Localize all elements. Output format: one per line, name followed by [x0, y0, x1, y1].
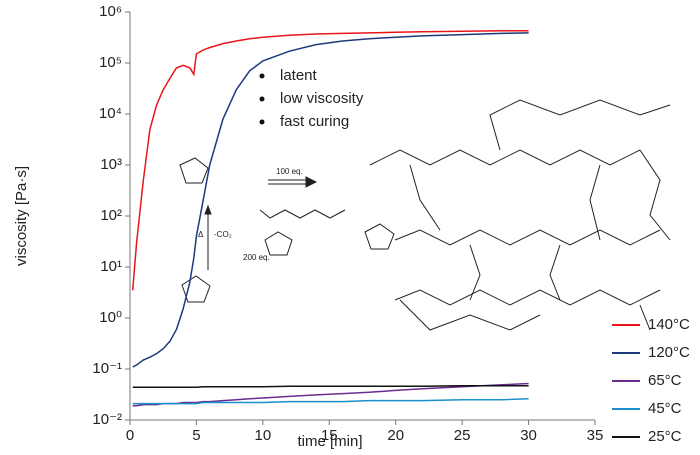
y-tick-label: 10³: [100, 156, 122, 173]
x-tick-label: 10: [255, 427, 272, 444]
x-tick-label: 30: [520, 427, 537, 444]
y-tick-label: 10⁵: [99, 54, 122, 71]
scheme-label: Δ: [198, 230, 204, 239]
x-tick-label: 15: [321, 427, 338, 444]
legend-label: 65°C: [648, 372, 682, 389]
y-tick-label: 10²: [100, 207, 122, 224]
x-tick-label: 25: [454, 427, 471, 444]
y-tick-label: 10⁻²: [92, 411, 122, 428]
y-tick-label: 10⁰: [99, 309, 122, 326]
x-tick-label: 5: [192, 427, 200, 444]
x-tick-label: 0: [126, 427, 134, 444]
y-tick-label: 10⁻¹: [92, 360, 122, 377]
y-axis-label: viscosity [Pa·s]: [13, 166, 30, 266]
x-tick-label: 20: [387, 427, 404, 444]
legend-label: 140°C: [648, 316, 690, 333]
legend-label: 45°C: [648, 400, 682, 417]
y-tick-label: 10⁶: [99, 3, 122, 20]
chemical-scheme: [179, 99, 671, 331]
data-line: [131, 29, 529, 291]
x-axis-label: time [min]: [297, 433, 362, 450]
scheme-label: -CO₂: [214, 230, 232, 239]
x-tick-label: 35: [587, 427, 604, 444]
legend-label: 120°C: [648, 344, 690, 361]
y-tick-label: 10⁴: [99, 105, 122, 122]
y-tick-label: 10¹: [100, 258, 122, 275]
annotation: low viscosity: [280, 90, 364, 107]
data-line: [132, 32, 529, 368]
annotation: fast curing: [280, 113, 349, 130]
data-line: [132, 398, 529, 405]
scheme-label: 100 eq.: [276, 167, 303, 176]
legend-label: 25°C: [648, 428, 682, 445]
data-line: [132, 384, 529, 388]
annotation: latent: [280, 67, 318, 84]
bullets: [259, 73, 265, 125]
scheme-label: 200 eq.: [243, 253, 270, 262]
